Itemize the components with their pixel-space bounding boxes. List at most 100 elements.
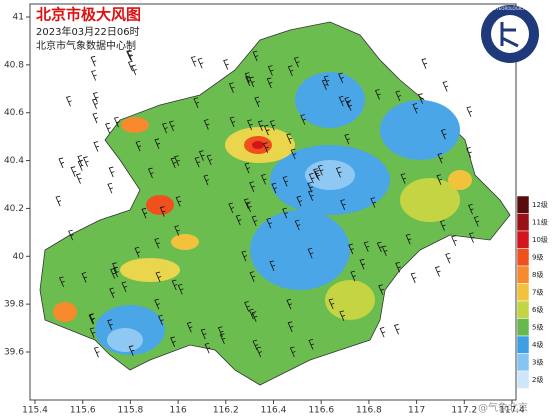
wind-barb bbox=[228, 202, 235, 214]
wind-barb bbox=[107, 182, 114, 194]
wind-barb bbox=[190, 56, 197, 67]
legend-swatch bbox=[516, 370, 530, 389]
x-tick-label: 116.6 bbox=[308, 406, 334, 416]
wind-barb bbox=[244, 162, 251, 174]
source: 北京市气象数据中心制 bbox=[36, 39, 136, 52]
legend-label: 11级 bbox=[532, 217, 548, 226]
wind-barb bbox=[451, 235, 457, 246]
wind-barb bbox=[70, 166, 77, 177]
x-tick-label: 116.8 bbox=[356, 406, 382, 416]
x-tick-label: 117.2 bbox=[451, 406, 477, 416]
x-tick-label: 117.4 bbox=[499, 406, 525, 416]
wind-barb bbox=[107, 319, 113, 330]
wind-barb bbox=[89, 313, 95, 324]
wind-barb bbox=[445, 252, 451, 264]
wind-barb bbox=[91, 70, 97, 81]
wind-barb bbox=[177, 283, 184, 295]
wind-barb bbox=[300, 114, 306, 125]
wind-barb bbox=[134, 246, 141, 258]
wind-barb bbox=[286, 133, 292, 144]
title: 北京市极大风图 bbox=[36, 6, 141, 24]
wind-barb bbox=[170, 157, 177, 168]
x-tick-label: 117 bbox=[408, 406, 425, 416]
wind-barb bbox=[400, 173, 407, 184]
wind-barb bbox=[223, 59, 229, 70]
wind-barb bbox=[294, 219, 301, 231]
wind-barb bbox=[321, 79, 328, 90]
wind-barb bbox=[248, 308, 255, 320]
wind-barb bbox=[263, 142, 269, 153]
wind-barb bbox=[338, 95, 345, 107]
wind-barbs bbox=[55, 49, 480, 358]
logo: BEIJING METEOROLOGICAL SERVICE bbox=[474, 5, 546, 63]
legend-swatch bbox=[516, 335, 530, 354]
wind-barb bbox=[154, 298, 160, 310]
wind-barb bbox=[155, 271, 162, 283]
wind-barb bbox=[266, 217, 273, 229]
wind-barb bbox=[335, 167, 342, 178]
x-tick-label: 116.2 bbox=[213, 406, 239, 416]
legend-label: 2级 bbox=[532, 375, 543, 384]
wind-barb bbox=[440, 128, 447, 140]
wind-barb bbox=[186, 321, 193, 333]
wind-barb bbox=[59, 276, 65, 288]
legend-label: 7级 bbox=[532, 287, 543, 296]
wind-barb bbox=[203, 119, 210, 130]
wind-barb bbox=[206, 154, 213, 166]
region bbox=[39, 21, 511, 386]
wind-barb bbox=[154, 238, 160, 249]
wind-barb bbox=[251, 215, 258, 227]
wind-barb bbox=[203, 174, 210, 186]
x-tick-label: 115.6 bbox=[70, 406, 96, 416]
wind-barb bbox=[466, 106, 473, 117]
wind-barb bbox=[282, 207, 288, 219]
wind-barb bbox=[68, 229, 74, 241]
wind-barb bbox=[162, 122, 168, 134]
legend-swatch bbox=[516, 248, 530, 267]
x-tick-label: 115.8 bbox=[118, 406, 144, 416]
wind-barb bbox=[252, 339, 259, 351]
wind-barb bbox=[135, 140, 142, 152]
wind-barb bbox=[287, 65, 294, 76]
wind-barb bbox=[175, 196, 182, 207]
wind-barb bbox=[247, 119, 253, 130]
wind-barb bbox=[350, 270, 357, 282]
legend-label: 12级 bbox=[532, 200, 548, 209]
wind-barb bbox=[170, 336, 176, 348]
wind-barb bbox=[266, 77, 273, 89]
legend-label: 6级 bbox=[532, 305, 543, 314]
wind-barb bbox=[113, 116, 120, 128]
legend-label: 3级 bbox=[532, 357, 543, 366]
wind-barb bbox=[442, 81, 449, 92]
wind-barb bbox=[308, 172, 315, 184]
y-tick-label: 40.8 bbox=[4, 60, 24, 70]
wind-barb bbox=[246, 201, 252, 213]
wind-barb bbox=[171, 279, 178, 291]
wind-barb bbox=[83, 156, 89, 167]
wind-barb bbox=[252, 50, 259, 62]
legend-swatch bbox=[516, 195, 530, 214]
x-tick-label: 116.4 bbox=[261, 406, 287, 416]
wind-barb bbox=[154, 138, 161, 149]
wind-barb bbox=[269, 120, 276, 131]
wind-barb bbox=[245, 75, 251, 87]
wind-barb bbox=[200, 328, 207, 340]
y-tick-label: 39.8 bbox=[4, 300, 24, 310]
wind-barb bbox=[313, 168, 319, 179]
wind-barb bbox=[267, 65, 274, 76]
wind-barb bbox=[128, 345, 135, 356]
wind-barb bbox=[269, 260, 276, 271]
wind-barb bbox=[434, 266, 441, 277]
wind-barb bbox=[290, 148, 297, 160]
wind-barb bbox=[127, 60, 134, 72]
wind-barb bbox=[92, 98, 98, 110]
wind-barb bbox=[108, 166, 115, 178]
wind-barb bbox=[244, 72, 251, 83]
legend-swatch bbox=[516, 230, 530, 249]
wind-barb bbox=[217, 326, 224, 337]
wind-barb bbox=[363, 241, 370, 252]
wind-barb bbox=[249, 271, 256, 282]
wind-barb bbox=[393, 324, 400, 335]
wind-barb bbox=[260, 174, 267, 185]
